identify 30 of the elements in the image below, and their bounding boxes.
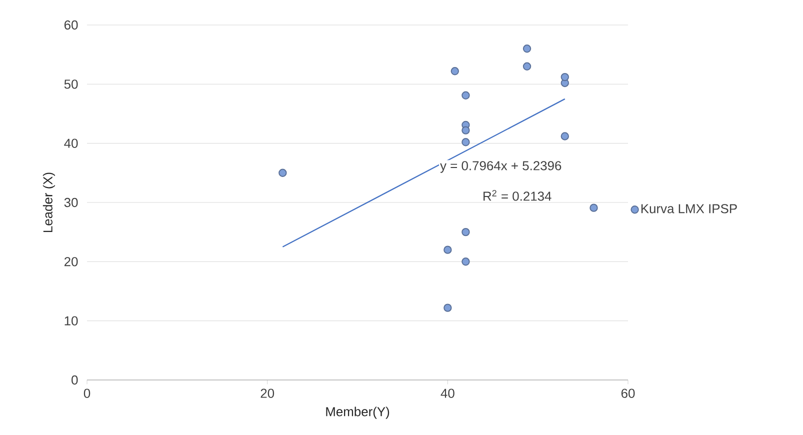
x-tick-label: 20 [260,388,274,398]
x-axis-title: Member(Y) [326,406,390,419]
x-tick-label: 60 [621,388,635,398]
y-axis-title: Leader (X) [42,172,56,232]
y-tick-label: 50 [64,80,78,89]
point [462,91,470,100]
y-tick-label: 10 [64,316,78,326]
point [450,67,459,76]
point [560,132,569,140]
point [522,62,532,71]
point [278,168,287,178]
point [462,258,470,266]
point [444,304,452,312]
point [462,228,470,236]
annotation: y = 0.7964x + 5.2396 [440,161,562,173]
y-tick-label: 20 [64,257,78,266]
x-tick-label: 0 [84,388,90,398]
point [444,246,452,254]
point [522,44,532,53]
y-tick-label: 0 [72,375,78,385]
point [462,126,470,134]
point [590,204,598,212]
point [560,72,569,82]
y-tick-label: 60 [64,20,78,30]
point [462,138,470,146]
y-tick-label: 40 [64,138,78,148]
x-tick-label: 40 [440,388,454,398]
y-tick-label: 30 [64,198,78,208]
legend-label: Kurva LMX IPSP [641,204,737,214]
annotation: R$^{2}$ = 0.2134 [484,190,552,201]
